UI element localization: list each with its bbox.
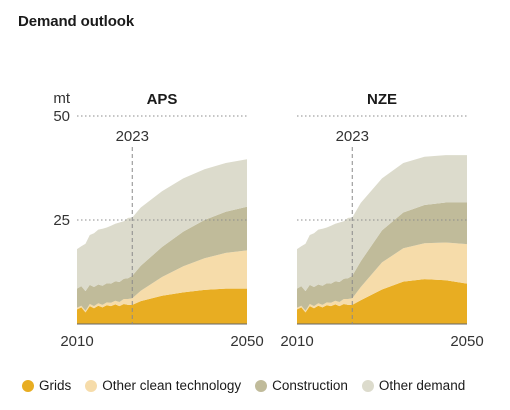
area-grids <box>297 279 467 324</box>
legend-label-construction: Construction <box>272 378 348 393</box>
legend-swatch-other-demand <box>361 379 374 392</box>
y-tick-label-25: 25 <box>53 212 70 229</box>
area-construction <box>297 202 467 311</box>
area-construction <box>77 206 247 311</box>
legend-item-construction: Construction <box>255 378 348 393</box>
panel-nze: 2023 NZE 2010 2050 <box>280 91 483 350</box>
marker-label-2023: 2023 <box>336 128 369 145</box>
legend-swatch-construction <box>255 379 268 392</box>
legend-swatch-grids <box>22 379 34 392</box>
area-grids <box>77 288 247 324</box>
y-tick-label-50: 50 <box>53 108 70 125</box>
legend: Grids Other clean technology Constructio… <box>22 378 479 393</box>
chart-title: Demand outlook <box>18 13 135 30</box>
x-tick-label-2050: 2050 <box>230 333 263 350</box>
legend-swatch-other-clean-technology <box>85 379 98 392</box>
x-tick-label-2010: 2010 <box>280 333 313 350</box>
x-tick-label-2010: 2010 <box>60 333 93 350</box>
area-other-clean-technology <box>297 242 467 313</box>
legend-item-other-clean-technology: Other clean technology <box>85 378 241 393</box>
area-other-demand <box>297 155 467 292</box>
area-other-clean-technology <box>77 250 247 313</box>
area-other-demand <box>77 159 247 292</box>
legend-item-grids: Grids <box>22 378 71 393</box>
legend-item-other-demand: Other demand <box>361 378 466 393</box>
legend-label-grids: Grids <box>39 378 72 393</box>
y-axis-unit: mt <box>53 90 70 107</box>
marker-label-2023: 2023 <box>116 128 149 145</box>
x-tick-label-2050: 2050 <box>450 333 483 350</box>
panel-title-nze: NZE <box>367 91 397 108</box>
panel-title-aps: APS <box>147 91 178 108</box>
legend-label-other-demand: Other demand <box>378 378 466 393</box>
legend-label-other-clean-technology: Other clean technology <box>102 378 242 393</box>
